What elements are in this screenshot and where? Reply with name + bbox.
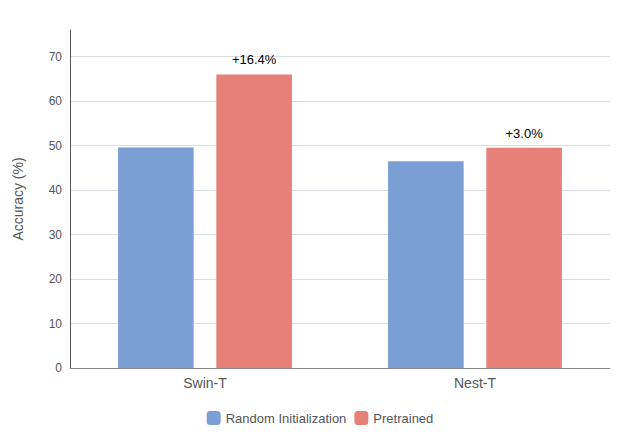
svg-text:50: 50 [49, 139, 63, 153]
svg-text:Swin-T: Swin-T [183, 375, 227, 391]
svg-text:+16.4%: +16.4% [232, 52, 277, 67]
svg-text:+3.0%: +3.0% [506, 126, 544, 141]
svg-text:Accuracy (%): Accuracy (%) [10, 157, 26, 240]
svg-text:60: 60 [49, 94, 63, 108]
svg-text:70: 70 [49, 50, 63, 64]
svg-text:Nest-T: Nest-T [454, 375, 496, 391]
svg-text:Pretrained: Pretrained [373, 411, 433, 426]
svg-text:20: 20 [49, 272, 63, 286]
svg-text:Random Initialization: Random Initialization [226, 411, 347, 426]
svg-text:10: 10 [49, 317, 63, 331]
svg-text:0: 0 [55, 361, 62, 375]
svg-text:30: 30 [49, 228, 63, 242]
svg-text:40: 40 [49, 183, 63, 197]
